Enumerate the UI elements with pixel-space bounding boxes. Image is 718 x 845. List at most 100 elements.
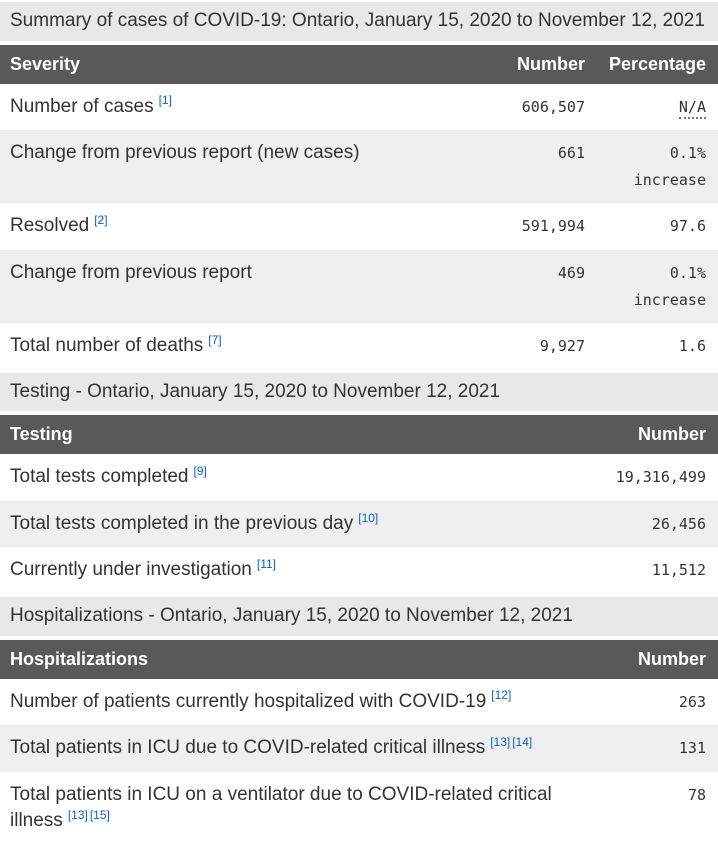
na-abbr: N/A — [678, 97, 706, 119]
percentage-value: 0.1% increase — [633, 263, 706, 309]
footnote-link[interactable]: [12] — [491, 688, 512, 703]
percentage-cell: 97.6 — [585, 203, 718, 250]
label-cell: Number of cases [1] — [0, 83, 435, 131]
table-row: Currently under investigation [11] 11,512 — [0, 547, 718, 595]
number-value: 26,456 — [651, 514, 706, 533]
number-value: 469 — [557, 263, 585, 282]
number-cell: 131 — [568, 725, 718, 772]
column-header-number: Number — [435, 44, 585, 84]
label-cell: Change from previous report (new cases) — [0, 130, 435, 204]
row-label: Total patients in ICU on a ventilator du… — [10, 783, 552, 832]
footnote-link[interactable]: [13] — [490, 734, 511, 749]
footnote-link[interactable]: [7] — [208, 332, 222, 347]
row-label: Total tests completed in the previous da… — [10, 512, 354, 534]
label-cell: Number of patients currently hospitalize… — [0, 678, 568, 726]
section-hospitalizations: Hospitalizations - Ontario, January 15, … — [0, 597, 718, 845]
percentage-value: 1.6 — [678, 337, 706, 356]
table-row: Total patients in ICU on a ventilator du… — [0, 771, 718, 845]
table-caption-text: Testing - Ontario, January 15, 2020 to N… — [10, 380, 501, 402]
footnote-sup: [9] — [193, 462, 206, 479]
summary-header-row: Severity Number Percentage — [0, 44, 718, 84]
table-row: Total number of deaths [7] 9,927 1.6 — [0, 323, 718, 370]
table-row: Number of cases [1] 606,507 N/A — [0, 83, 718, 131]
testing-header-row: Testing Number — [0, 415, 718, 455]
row-label: Currently under investigation — [10, 559, 252, 581]
table-row: Total patients in ICU due to COVID-relat… — [0, 725, 718, 772]
number-value: 591,994 — [521, 217, 585, 236]
footnote-link[interactable]: [15] — [89, 808, 110, 823]
column-header-severity: Severity — [0, 44, 435, 84]
footnote-link[interactable]: [9] — [193, 463, 207, 478]
section-summary-of-cases: Summary of cases of COVID-19: Ontario, J… — [0, 2, 718, 370]
row-label: Total number of deaths — [10, 335, 204, 357]
number-cell: 661 — [435, 130, 585, 204]
column-header-percentage: Percentage — [585, 44, 718, 84]
footnote-sup: [13] — [490, 733, 510, 750]
table-row: Change from previous report 469 0.1% inc… — [0, 249, 718, 324]
number-cell: 78 — [568, 771, 718, 845]
hospitalizations-table: Hospitalizations Number Number of patien… — [0, 639, 718, 845]
table-caption-testing: Testing - Ontario, January 15, 2020 to N… — [0, 372, 718, 412]
table-row: Total tests completed in the previous da… — [0, 500, 718, 548]
number-value: 19,316,499 — [615, 468, 706, 487]
percentage-cell: 1.6 — [585, 323, 718, 370]
label-cell: Total patients in ICU due to COVID-relat… — [0, 725, 568, 772]
footnote-link[interactable]: [11] — [256, 557, 276, 572]
number-cell: 469 — [435, 249, 585, 324]
label-cell: Change from previous report — [0, 249, 435, 324]
footnote-sup: [14] — [512, 733, 532, 750]
footnote-sup: [11] — [257, 555, 276, 572]
summary-table: Severity Number Percentage Number of cas… — [0, 44, 718, 370]
footnote-link[interactable]: [13] — [67, 808, 88, 823]
label-cell: Total tests completed [9] — [0, 454, 568, 501]
row-label: Change from previous report (new cases) — [10, 142, 360, 164]
label-cell: Total number of deaths [7] — [0, 323, 435, 370]
percentage-value: 0.1% increase — [633, 144, 706, 189]
column-header-hospitalizations: Hospitalizations — [0, 639, 568, 679]
number-cell: 591,994 — [435, 203, 585, 250]
hospitalizations-header-row: Hospitalizations Number — [0, 639, 718, 679]
number-cell: 19,316,499 — [568, 454, 718, 501]
number-value: 78 — [687, 785, 706, 804]
number-value: 11,512 — [651, 561, 706, 580]
number-cell: 263 — [568, 678, 718, 726]
label-cell: Total patients in ICU on a ventilator du… — [0, 771, 568, 845]
footnote-link[interactable]: [14] — [512, 734, 533, 749]
footnote-sup: [2] — [94, 211, 107, 228]
row-label: Number of patients currently hospitalize… — [10, 690, 487, 712]
footnote-sup: [13] — [68, 806, 88, 823]
footnote-link[interactable]: [1] — [158, 93, 172, 108]
number-cell: 606,507 — [435, 83, 585, 131]
footnote-link[interactable]: [2] — [94, 213, 108, 227]
number-value: 9,927 — [539, 337, 585, 356]
row-label: Total patients in ICU due to COVID-relat… — [10, 737, 486, 759]
row-label: Change from previous report — [10, 261, 252, 283]
number-value: 131 — [678, 739, 706, 758]
label-cell: Currently under investigation [11] — [0, 547, 568, 595]
testing-table: Testing Number Total tests completed [9] … — [0, 415, 718, 595]
table-row: Resolved [2] 591,994 97.6 — [0, 203, 718, 250]
label-cell: Total tests completed in the previous da… — [0, 500, 568, 548]
section-testing: Testing - Ontario, January 15, 2020 to N… — [0, 372, 718, 595]
table-row: Number of patients currently hospitalize… — [0, 678, 718, 726]
footnote-sup: [7] — [208, 331, 221, 348]
table-caption-text: Summary of cases of COVID-19: Ontario, J… — [10, 10, 705, 31]
number-cell: 11,512 — [568, 547, 718, 595]
number-cell: 9,927 — [435, 323, 585, 370]
row-label: Number of cases — [10, 95, 154, 117]
row-label: Total tests completed — [10, 466, 189, 488]
column-header-testing: Testing — [0, 415, 568, 455]
number-value: 263 — [678, 692, 706, 711]
percentage-cell: 0.1% increase — [585, 249, 718, 324]
number-value: 661 — [557, 144, 585, 163]
table-row: Total tests completed [9] 19,316,499 — [0, 454, 718, 501]
percentage-value: 97.6 — [669, 217, 706, 236]
table-caption-summary: Summary of cases of COVID-19: Ontario, J… — [0, 2, 718, 41]
number-value: 606,507 — [521, 97, 585, 116]
footnote-sup: [15] — [90, 806, 110, 823]
row-label: Resolved — [10, 215, 90, 237]
footnote-link[interactable]: [10] — [358, 510, 379, 525]
footnote-sup: [1] — [159, 91, 172, 108]
footnote-sup: [12] — [491, 686, 511, 703]
